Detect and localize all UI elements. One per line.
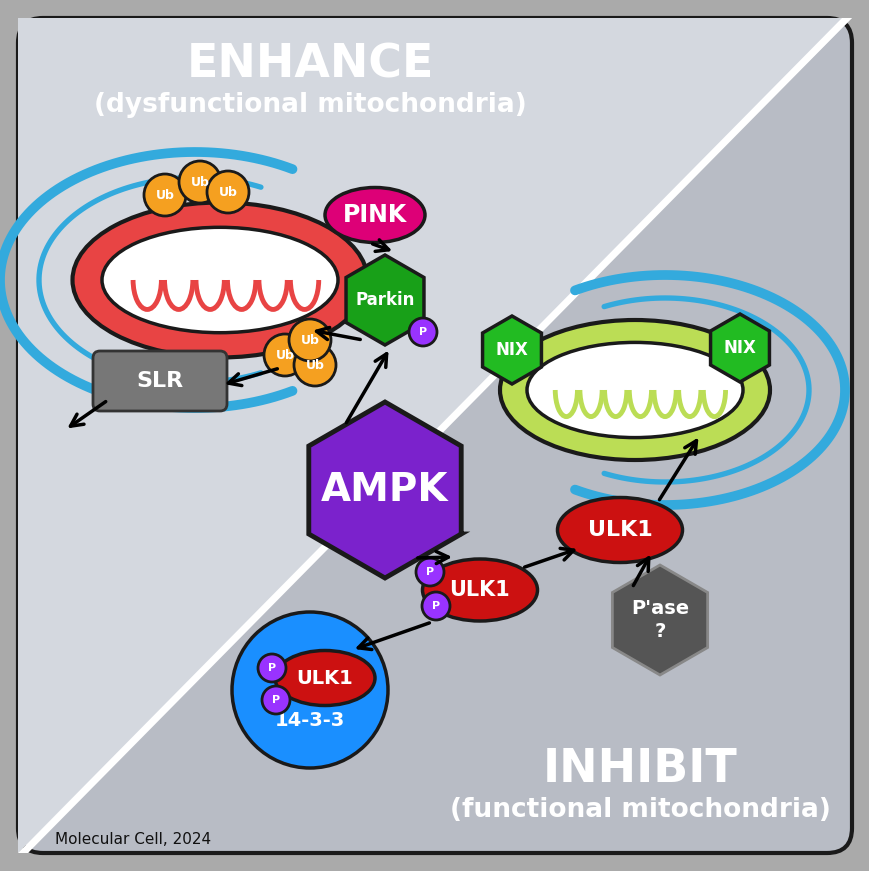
- Text: SLR: SLR: [136, 371, 183, 391]
- Text: P'ase
?: P'ase ?: [630, 598, 688, 641]
- Circle shape: [258, 654, 286, 682]
- Text: Ub: Ub: [275, 348, 294, 361]
- Text: Parkin: Parkin: [355, 291, 415, 309]
- Text: P: P: [272, 695, 280, 705]
- Text: NIX: NIX: [495, 341, 527, 359]
- Circle shape: [294, 344, 335, 386]
- Text: Molecular Cell, 2024: Molecular Cell, 2024: [55, 833, 211, 847]
- Text: AMPK: AMPK: [321, 471, 448, 509]
- Polygon shape: [18, 18, 851, 853]
- Circle shape: [179, 161, 221, 203]
- Ellipse shape: [325, 187, 425, 242]
- Text: (functional mitochondria): (functional mitochondria): [449, 797, 830, 823]
- Text: P: P: [426, 567, 434, 577]
- Text: PINK: PINK: [342, 203, 407, 227]
- Ellipse shape: [422, 559, 537, 621]
- FancyBboxPatch shape: [18, 18, 851, 853]
- Circle shape: [262, 686, 289, 714]
- Circle shape: [415, 558, 443, 586]
- Text: Ub: Ub: [305, 359, 324, 372]
- Text: ENHANCE: ENHANCE: [186, 43, 433, 87]
- Text: ULK1: ULK1: [296, 669, 353, 687]
- Circle shape: [232, 612, 388, 768]
- Text: Ub: Ub: [156, 188, 175, 201]
- Text: INHIBIT: INHIBIT: [542, 747, 737, 793]
- Text: Ub: Ub: [190, 175, 209, 188]
- Text: ULK1: ULK1: [449, 580, 510, 600]
- Text: 14-3-3: 14-3-3: [275, 711, 345, 730]
- Polygon shape: [346, 255, 423, 345]
- Text: P: P: [431, 601, 440, 611]
- Ellipse shape: [275, 651, 375, 706]
- Ellipse shape: [527, 342, 742, 437]
- Polygon shape: [18, 18, 851, 853]
- Circle shape: [421, 592, 449, 620]
- Text: ULK1: ULK1: [587, 520, 652, 540]
- Ellipse shape: [102, 227, 338, 333]
- Circle shape: [144, 174, 186, 216]
- Polygon shape: [710, 314, 768, 382]
- Circle shape: [207, 171, 249, 213]
- Circle shape: [289, 319, 330, 361]
- Ellipse shape: [557, 497, 681, 563]
- FancyBboxPatch shape: [93, 351, 227, 411]
- Circle shape: [263, 334, 306, 376]
- Text: P: P: [268, 663, 275, 673]
- Polygon shape: [308, 402, 461, 578]
- Polygon shape: [482, 316, 541, 384]
- Circle shape: [408, 318, 436, 346]
- Polygon shape: [612, 565, 706, 675]
- Text: NIX: NIX: [723, 339, 755, 357]
- Text: (dysfunctional mitochondria): (dysfunctional mitochondria): [94, 92, 526, 118]
- Text: Ub: Ub: [300, 334, 319, 347]
- Text: P: P: [419, 327, 427, 337]
- Ellipse shape: [72, 202, 367, 357]
- Text: Ub: Ub: [218, 186, 237, 199]
- Ellipse shape: [500, 320, 769, 460]
